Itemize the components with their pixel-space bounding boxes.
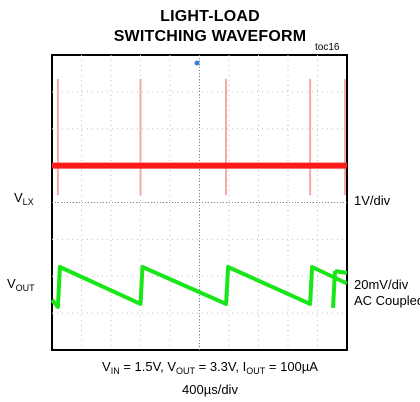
timebase-label: 400µs/div bbox=[182, 382, 238, 397]
vout-scale-label: 20mV/div bbox=[354, 277, 409, 292]
vout-trace-edge bbox=[331, 270, 337, 309]
vout-trace-edge-ramp bbox=[334, 269, 348, 276]
figure-id: toc16 bbox=[315, 42, 340, 53]
chart-subtitle: SWITCHING WAVEFORM bbox=[113, 28, 307, 45]
vout-trace bbox=[50, 265, 348, 309]
vlx-scale-label: 1V/div bbox=[354, 193, 391, 208]
vlx-channel-label: VLX bbox=[14, 190, 34, 207]
vout-channel-label: VOUT bbox=[7, 276, 35, 293]
chart-title: LIGHT-LOAD bbox=[160, 8, 260, 25]
test-conditions: VIN = 1.5V, VOUT = 3.3V, IOUT = 100µA bbox=[102, 359, 318, 376]
trigger-marker bbox=[194, 60, 200, 66]
vout-coupling-label: AC Coupled bbox=[354, 293, 420, 308]
